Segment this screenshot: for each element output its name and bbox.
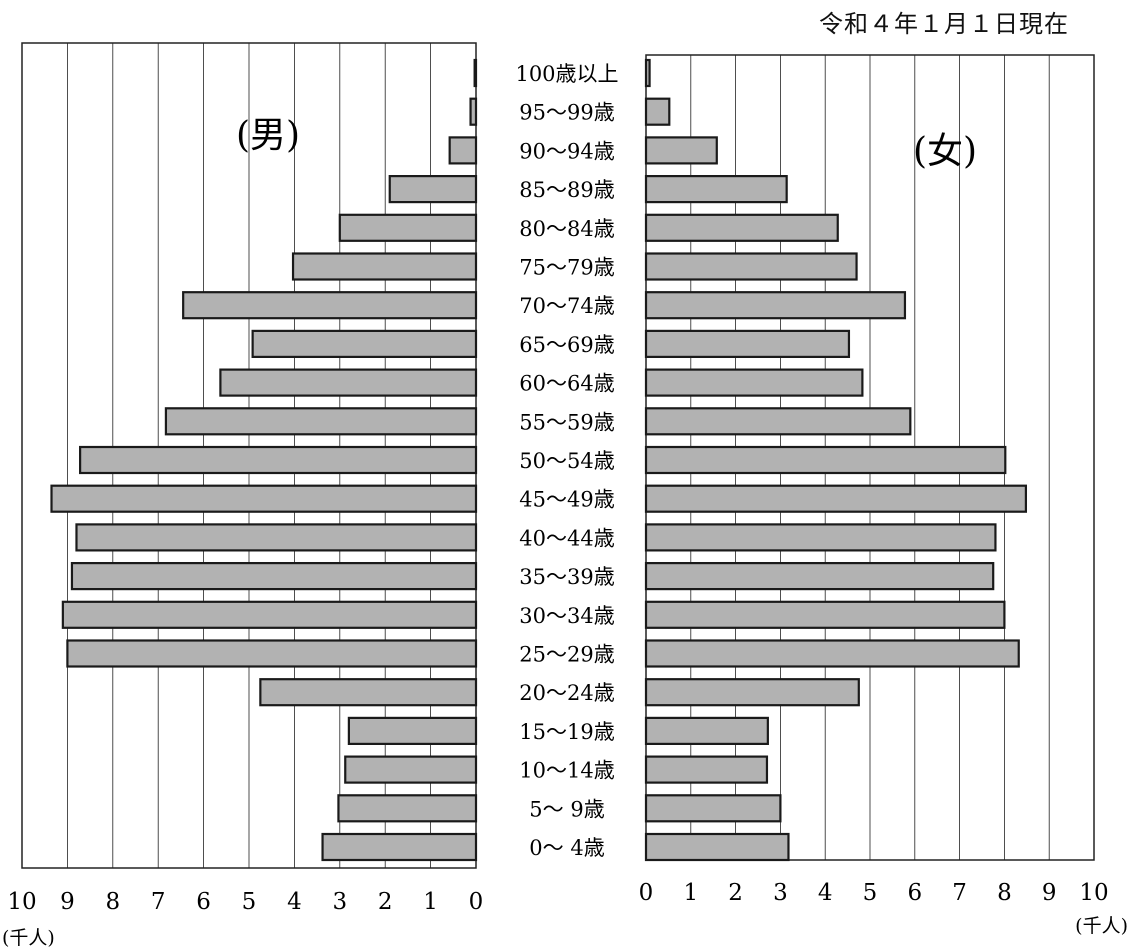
female-bar bbox=[644, 600, 1006, 629]
female-tick-label: 8 bbox=[997, 880, 1012, 906]
male-bar bbox=[66, 639, 478, 668]
male-bar bbox=[70, 561, 478, 591]
female-unit-label: (千人) bbox=[1075, 915, 1128, 937]
female-tick-label: 3 bbox=[773, 880, 788, 906]
male-bar bbox=[338, 213, 478, 242]
age-group-label: 95～99歳 bbox=[519, 101, 614, 125]
female-tick-label: 5 bbox=[863, 880, 878, 906]
male-bar bbox=[321, 832, 478, 862]
age-group-label: 10～14歳 bbox=[519, 759, 614, 783]
age-group-label: 40～44歳 bbox=[519, 526, 614, 550]
female-bar bbox=[644, 252, 858, 281]
female-bar bbox=[644, 97, 671, 126]
male-tick-label: 1 bbox=[423, 889, 438, 915]
female-tick-label: 10 bbox=[1079, 880, 1108, 906]
age-group-label: 20～24歳 bbox=[519, 681, 614, 705]
female-bar bbox=[644, 561, 995, 591]
male-tick-label: 2 bbox=[378, 889, 393, 915]
female-bar bbox=[644, 136, 718, 165]
date-label: 令和４年１月１日現在 bbox=[819, 10, 1069, 38]
male-bar bbox=[337, 794, 478, 823]
age-group-label: 35～39歳 bbox=[519, 565, 614, 589]
male-tick-label: 7 bbox=[151, 889, 166, 915]
female-bar bbox=[644, 407, 912, 436]
age-group-label: 55～59歳 bbox=[519, 410, 614, 434]
age-group-label: 100歳以上 bbox=[515, 62, 618, 86]
male-bar bbox=[219, 368, 478, 397]
age-group-label: 90～94歳 bbox=[519, 139, 614, 163]
female-panel bbox=[644, 54, 1095, 862]
female-bar bbox=[644, 639, 1020, 668]
female-series-label: (女) bbox=[913, 131, 977, 172]
female-bar bbox=[644, 213, 839, 242]
male-tick-label: 0 bbox=[469, 889, 484, 915]
female-tick-label: 1 bbox=[683, 880, 698, 906]
male-bar bbox=[50, 484, 478, 513]
male-bar bbox=[251, 329, 478, 358]
age-group-label: 65～69歳 bbox=[519, 333, 614, 357]
female-tick-label: 7 bbox=[952, 880, 967, 906]
male-bar bbox=[79, 445, 478, 475]
male-tick-label: 3 bbox=[332, 889, 347, 915]
male-tick-label: 6 bbox=[196, 889, 211, 915]
male-bar bbox=[164, 407, 478, 436]
age-group-label: 50～54歳 bbox=[519, 449, 614, 473]
male-bar bbox=[388, 175, 478, 204]
female-bar bbox=[644, 175, 788, 204]
age-group-label: 0～ 4歳 bbox=[529, 836, 604, 860]
age-group-labels: 100歳以上 95～99歳 90～94歳 85～89歳 80～84歳 75～79歳 70～7… bbox=[515, 62, 618, 860]
male-series-label: (男) bbox=[236, 115, 300, 156]
female-bar bbox=[644, 755, 769, 784]
male-bar bbox=[259, 678, 478, 707]
male-bar bbox=[182, 291, 478, 320]
age-group-label: 70～74歳 bbox=[519, 294, 614, 318]
age-group-label: 5～ 9歳 bbox=[529, 797, 604, 821]
male-panel bbox=[21, 42, 478, 869]
female-bar bbox=[644, 368, 864, 397]
female-tick-label: 0 bbox=[639, 880, 654, 906]
female-bar bbox=[644, 716, 769, 746]
age-group-label: 25～29歳 bbox=[519, 643, 614, 667]
male-bar bbox=[347, 716, 478, 746]
age-group-label: 85～89歳 bbox=[519, 178, 614, 202]
male-tick-label: 9 bbox=[60, 889, 75, 915]
male-tick-label: 5 bbox=[242, 889, 257, 915]
age-group-label: 15～19歳 bbox=[519, 720, 614, 744]
male-bar bbox=[448, 136, 478, 165]
female-bar bbox=[644, 794, 782, 823]
male-bar bbox=[469, 97, 478, 126]
age-group-label: 60～64歳 bbox=[519, 372, 614, 396]
age-group-label: 45～49歳 bbox=[519, 488, 614, 512]
female-bar bbox=[644, 329, 851, 358]
female-x-axis: 0 1 2 3 4 5 6 7 8 9 10 bbox=[639, 880, 1109, 906]
age-group-label: 80～84歳 bbox=[519, 217, 614, 241]
male-bar bbox=[61, 600, 478, 629]
age-group-label: 30～34歳 bbox=[519, 604, 614, 628]
male-tick-label: 4 bbox=[287, 889, 302, 915]
female-bar bbox=[644, 484, 1028, 513]
female-bar bbox=[644, 523, 997, 552]
female-tick-label: 2 bbox=[728, 880, 743, 906]
female-bar bbox=[644, 291, 907, 320]
male-bar bbox=[291, 252, 478, 281]
male-bar bbox=[473, 58, 478, 88]
female-tick-label: 4 bbox=[818, 880, 833, 906]
male-tick-label: 10 bbox=[7, 889, 36, 915]
age-group-label: 75～79歳 bbox=[519, 256, 614, 280]
male-tick-label: 8 bbox=[105, 889, 120, 915]
female-bar bbox=[644, 678, 860, 707]
male-bar bbox=[75, 523, 478, 552]
male-unit-label: (千人) bbox=[2, 927, 55, 947]
female-bar bbox=[644, 58, 651, 88]
female-bar bbox=[644, 832, 790, 862]
male-x-axis: 0 1 2 3 4 5 6 7 8 9 10 bbox=[7, 889, 483, 915]
female-bar bbox=[644, 445, 1007, 475]
male-bar bbox=[344, 755, 478, 784]
female-tick-label: 6 bbox=[907, 880, 922, 906]
female-tick-label: 9 bbox=[1042, 880, 1057, 906]
